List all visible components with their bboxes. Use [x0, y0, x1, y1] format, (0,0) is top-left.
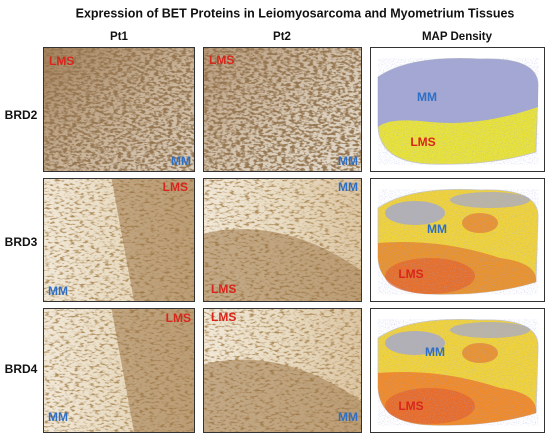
panel-content — [203, 308, 362, 433]
column-header: MAP Density — [422, 31, 493, 43]
row-label: BRD2 — [5, 108, 38, 122]
tissue-label: MM — [417, 90, 437, 104]
tissue-label: LMS — [163, 180, 188, 194]
speckle — [378, 319, 539, 426]
tissue-label: MM — [338, 410, 358, 424]
panel-border — [203, 178, 362, 302]
tissue-label: LMS — [49, 54, 74, 68]
image-panel: MM LMS — [370, 47, 545, 172]
panel-content — [43, 47, 195, 172]
nuclei — [43, 47, 195, 172]
panel-content — [43, 178, 195, 302]
tissue-label: MM — [48, 284, 68, 298]
nuclei — [203, 308, 362, 433]
image-panel: MM LMS — [370, 308, 545, 433]
row-label: BRD4 — [5, 362, 38, 376]
image-panel: MM LMS — [203, 178, 362, 302]
dense-nuclei — [203, 229, 362, 302]
panel-border — [370, 308, 545, 433]
panel-border — [43, 47, 195, 172]
panel-content — [43, 308, 195, 433]
tissue-label: LMS — [211, 310, 236, 324]
panel-border — [203, 308, 362, 433]
tissue-label: MM — [425, 345, 445, 359]
image-panel: LMS MM — [203, 47, 362, 172]
panel-content — [370, 47, 545, 172]
nuclei — [203, 178, 362, 302]
tissue-label: LMS — [410, 135, 435, 149]
panel-content — [203, 178, 362, 302]
panel-content — [203, 47, 362, 172]
panel-border — [43, 308, 195, 433]
row-label: BRD3 — [5, 235, 38, 249]
tissue-label: MM — [338, 180, 358, 194]
nuclei — [43, 178, 195, 302]
dense-nuclei — [111, 308, 195, 433]
tissue-label: LMS — [211, 282, 236, 296]
dense-nuclei — [111, 178, 195, 302]
tissue-label: LMS — [398, 399, 423, 413]
column-header: Pt2 — [273, 31, 291, 43]
tissue-label: MM — [171, 154, 191, 168]
image-panel: LMS MM — [203, 308, 362, 433]
tissue-label: LMS — [166, 311, 191, 325]
nuclei — [43, 308, 195, 433]
image-panel: MM LMS — [370, 178, 545, 302]
dense-nuclei — [203, 359, 362, 433]
column-header: Pt1 — [110, 31, 129, 43]
panel-content — [370, 308, 545, 433]
speckle — [378, 58, 539, 165]
panel-border — [370, 178, 545, 302]
figure-title: Expression of BET Proteins in Leiomyosar… — [76, 6, 515, 20]
panel-border — [203, 47, 362, 172]
speckle — [378, 189, 539, 295]
image-panel: LMS MM — [43, 47, 195, 172]
image-panel: LMS MM — [43, 178, 195, 302]
tissue-label: MM — [48, 410, 68, 424]
tissue-label: MM — [427, 222, 447, 236]
tissue-label: LMS — [209, 53, 234, 67]
panel-content — [370, 178, 545, 302]
tissue-label: MM — [338, 154, 358, 168]
panel-border — [370, 47, 545, 172]
nuclei — [203, 47, 362, 172]
panel-border — [43, 178, 195, 302]
tissue-label: LMS — [398, 267, 423, 281]
image-panel: LMS MM — [43, 308, 195, 433]
